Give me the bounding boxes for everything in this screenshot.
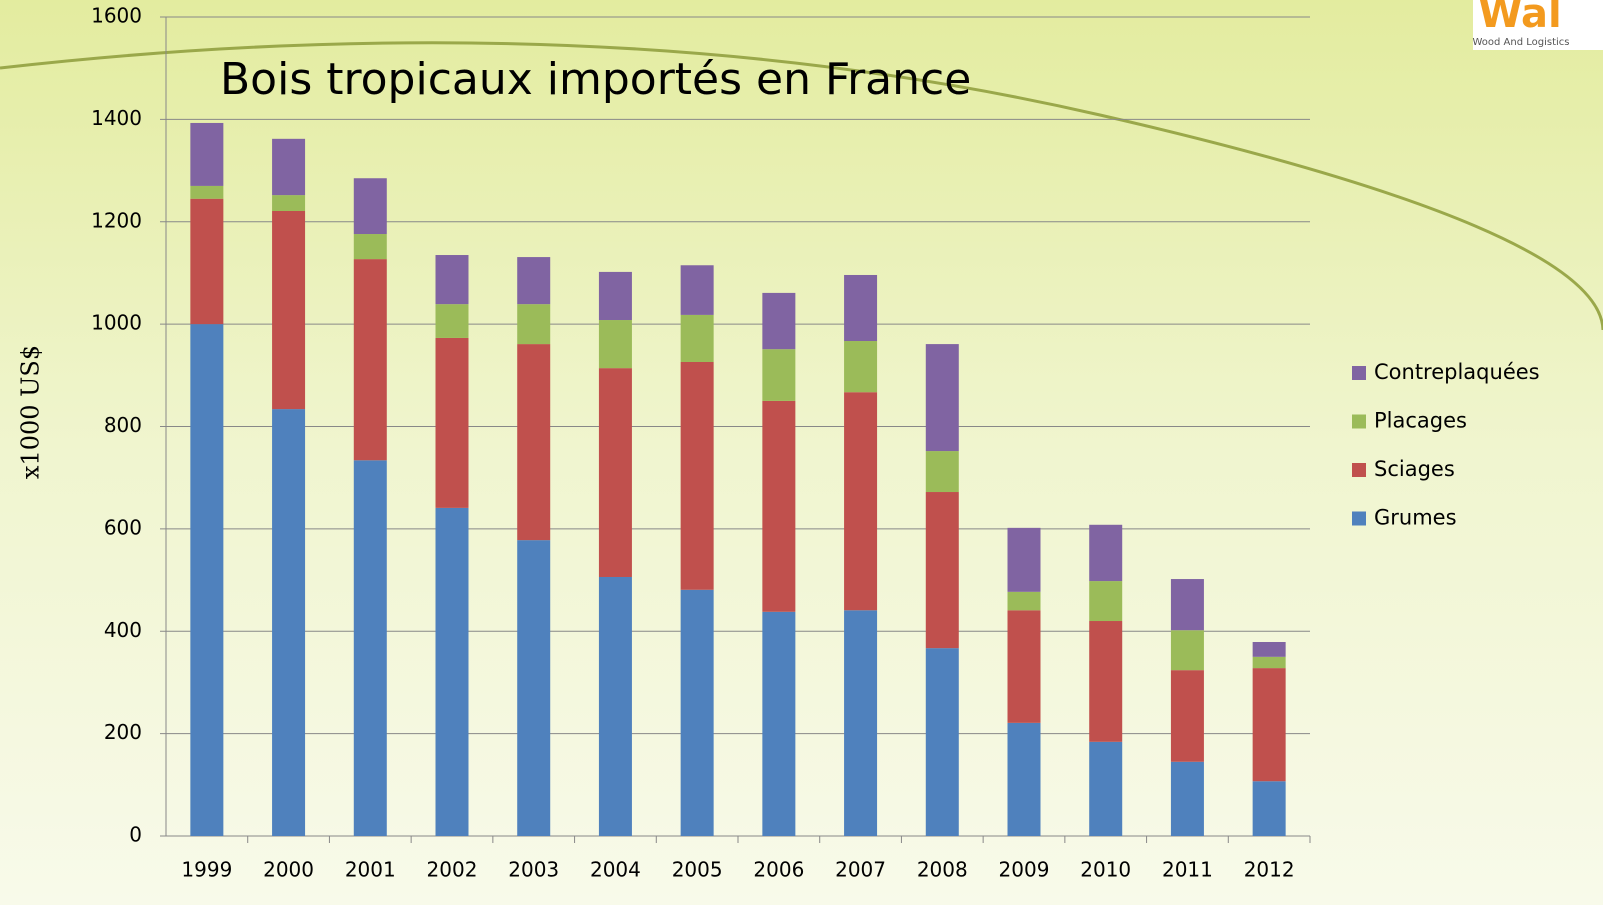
bar-segment	[598, 576, 632, 836]
y-tick-label: 800	[104, 413, 142, 437]
bar-segment	[1252, 641, 1286, 657]
bar-segment	[1007, 591, 1041, 611]
bar-segment	[762, 400, 796, 612]
plot-area: 0 200 400 600 800 1000 1200 1400 1600 1999 2000 200…	[91, 4, 1540, 882]
x-tick-label: 1999	[181, 858, 232, 882]
bar-segment	[190, 324, 224, 836]
bar-segment	[925, 648, 959, 836]
x-tick-label: 2008	[917, 858, 968, 882]
bar-segment	[272, 409, 306, 836]
bar-segment	[272, 195, 306, 212]
legend-swatch	[1352, 511, 1366, 526]
bar-segment	[762, 611, 796, 836]
bar-segment	[1007, 527, 1041, 592]
bar-segment	[1007, 722, 1041, 836]
bar-segment	[1089, 581, 1123, 622]
bar-segment	[517, 257, 551, 305]
legend-swatch	[1352, 463, 1366, 477]
bar-segment	[190, 198, 224, 325]
logo-text: Wal	[1478, 0, 1561, 37]
y-axis-label: x1000 US$	[17, 345, 45, 479]
bar-segment	[1252, 668, 1286, 782]
bar-segment	[844, 274, 878, 342]
legend-label: Grumes	[1374, 506, 1457, 530]
bar-segment	[680, 314, 714, 363]
bar-segment	[680, 362, 714, 590]
legend-swatch	[1352, 414, 1366, 429]
y-tick-label: 200	[104, 720, 142, 744]
bar-segment	[1170, 761, 1204, 836]
bar-segment	[353, 178, 387, 235]
x-tick-label: 2011	[1162, 858, 1213, 882]
y-tick-label: 1400	[91, 106, 142, 130]
bar-segment	[925, 344, 959, 452]
bar-segment	[844, 392, 878, 611]
legend-label: Contreplaquées	[1374, 360, 1540, 384]
x-tick-label: 2007	[835, 858, 886, 882]
bar-segment	[272, 138, 306, 196]
bar-segment	[1170, 630, 1204, 671]
x-tick-label: 2002	[427, 858, 478, 882]
x-tick-label: 2006	[753, 858, 804, 882]
bar-segment	[598, 271, 632, 321]
x-tick-label: 2012	[1244, 858, 1295, 882]
logo-subtitle: Wood And Logistics	[1472, 37, 1569, 48]
bar-segment	[353, 460, 387, 836]
y-tick-label: 0	[129, 823, 142, 847]
bar-segment	[1089, 621, 1123, 742]
bar-segment	[1089, 741, 1123, 836]
legend-label: Sciages	[1374, 457, 1455, 481]
logo-box	[1473, 0, 1603, 50]
x-tick-label: 2001	[345, 858, 396, 882]
bar-segment	[1089, 524, 1123, 582]
legend-swatch	[1352, 366, 1366, 380]
bar-segment	[680, 589, 714, 836]
y-tick-label: 600	[104, 515, 142, 539]
bar-segment	[598, 368, 632, 577]
bar-segment	[925, 492, 959, 649]
chart-title: Bois tropicaux importés en France	[220, 54, 971, 105]
x-tick-label: 2000	[263, 858, 314, 882]
bar-segment	[925, 451, 959, 493]
x-tick-label: 2003	[508, 858, 559, 882]
legend-label: Placages	[1374, 409, 1467, 433]
bar-segment	[435, 337, 469, 508]
y-tick-label: 1600	[91, 4, 142, 28]
bar-segment	[435, 304, 469, 338]
bar-segment	[1007, 610, 1041, 723]
decor-curve	[0, 41, 1603, 331]
bar-segment	[435, 507, 469, 836]
y-tick-label: 400	[104, 618, 142, 642]
bar-segment	[517, 344, 551, 541]
y-tick-label: 1000	[91, 311, 142, 335]
bar-segment	[1252, 656, 1286, 669]
bar-segment	[353, 234, 387, 260]
x-tick-label: 2010	[1080, 858, 1131, 882]
y-tick-label: 1200	[91, 208, 142, 232]
bar-segment	[190, 185, 224, 199]
x-tick-label: 2005	[672, 858, 723, 882]
bar-segment	[517, 304, 551, 345]
bar-segment	[680, 265, 714, 315]
bar-segment	[190, 122, 224, 186]
bar-segment	[598, 320, 632, 369]
bar-segment	[1170, 579, 1204, 631]
bar-segment	[844, 610, 878, 836]
bar-segment	[435, 255, 469, 305]
bar-segment	[272, 211, 306, 410]
bar-segment	[762, 292, 796, 350]
bar-segment	[517, 540, 551, 836]
x-tick-label: 2009	[999, 858, 1050, 882]
bar-segment	[353, 259, 387, 461]
bar-segment	[1252, 781, 1286, 836]
bar-segment	[1170, 670, 1204, 762]
bar-segment	[844, 341, 878, 393]
x-tick-label: 2004	[590, 858, 641, 882]
bar-segment	[762, 349, 796, 401]
